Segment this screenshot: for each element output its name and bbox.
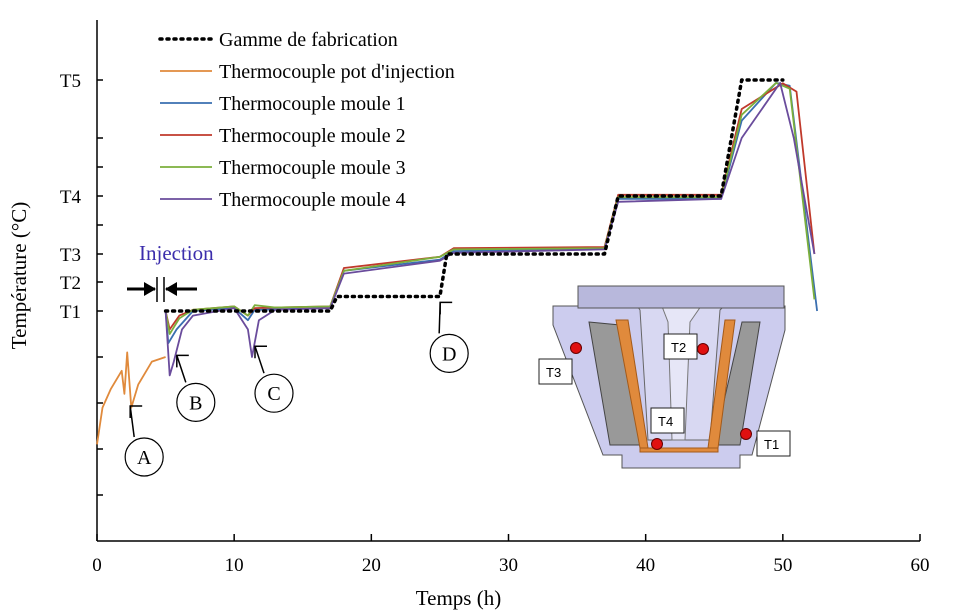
inset-label-box-T2 (663, 333, 698, 360)
y-tick-label: T1 (60, 302, 81, 323)
x-tick-label: 0 (92, 555, 102, 576)
legend-label: Gamme de fabrication (219, 29, 398, 51)
annotations: A B C D (124, 301, 469, 477)
annotation-label: C (267, 383, 280, 405)
injection-arrowhead-right (165, 282, 177, 296)
annotation-circle (254, 373, 294, 413)
y-tick-label: T2 (60, 273, 81, 294)
annotation-circle (176, 382, 216, 422)
y-tick-label: T3 (60, 245, 81, 266)
axes: 0 10 20 30 40 50 60 T1 T2 T3 T4 T5 Temps (h) Températ… (7, 20, 930, 610)
annotation-arrow (176, 355, 187, 383)
inset-label-T2: T2 (671, 340, 686, 355)
x-axis-title: Temps (h) (416, 586, 501, 610)
legend-label: Thermocouple moule 2 (219, 125, 406, 147)
legend-label: Thermocouple moule 3 (219, 157, 406, 179)
legend: Gamme de fabrication Thermocouple pot d'i… (158, 29, 455, 211)
x-tick-label: 50 (773, 555, 792, 576)
inset-label-box-T4 (650, 407, 685, 434)
series-line-1 (96, 351, 166, 445)
legend-label: Thermocouple pot d'injection (219, 61, 455, 83)
preform-bottom (639, 447, 719, 453)
injection-marker: Injection (127, 241, 214, 302)
series-line-0 (163, 78, 785, 313)
x-tick-label: 60 (911, 555, 930, 576)
y-tick-label: T5 (60, 71, 81, 92)
thermocouple-T2-dot (697, 343, 709, 355)
mould-schematic: T2 T3 T4 T1 (538, 285, 791, 469)
injection-label: Injection (139, 241, 214, 265)
annotation-circle (124, 437, 164, 477)
legend-label: Thermocouple moule 1 (219, 93, 406, 115)
thermocouple-T1-dot (740, 428, 752, 440)
annotation-circle (429, 333, 469, 373)
annotation-label: D (442, 343, 456, 365)
thermocouple-T4-dot (651, 438, 663, 450)
inset-label-T4: T4 (658, 414, 673, 429)
series-layer (96, 78, 818, 445)
inset-label-T3: T3 (546, 365, 561, 380)
injection-arrowhead-left (144, 282, 156, 296)
y-tick-label: T4 (60, 187, 82, 208)
mould-top-plate (577, 285, 785, 309)
annotation-label: B (189, 392, 202, 414)
annotation-arrowhead (129, 405, 143, 418)
x-tick-label: 10 (225, 555, 244, 576)
inset-label-box-T3 (538, 358, 573, 385)
annotation-label: A (137, 447, 152, 469)
x-tick-label: 20 (362, 555, 381, 576)
inset-label-T1: T1 (764, 437, 779, 452)
inset-label-box-T1 (756, 430, 791, 457)
annotation-arrowhead (439, 301, 453, 315)
legend-label: Thermocouple moule 4 (219, 189, 406, 211)
annotation-arrowhead (176, 354, 189, 368)
annotation-arrow (254, 345, 265, 374)
x-tick-label: 40 (636, 555, 655, 576)
y-axis-title: Température (°C) (7, 202, 31, 349)
thermocouple-T3-dot (570, 342, 582, 354)
annotation-arrowhead (254, 345, 267, 359)
x-tick-label: 30 (499, 555, 518, 576)
